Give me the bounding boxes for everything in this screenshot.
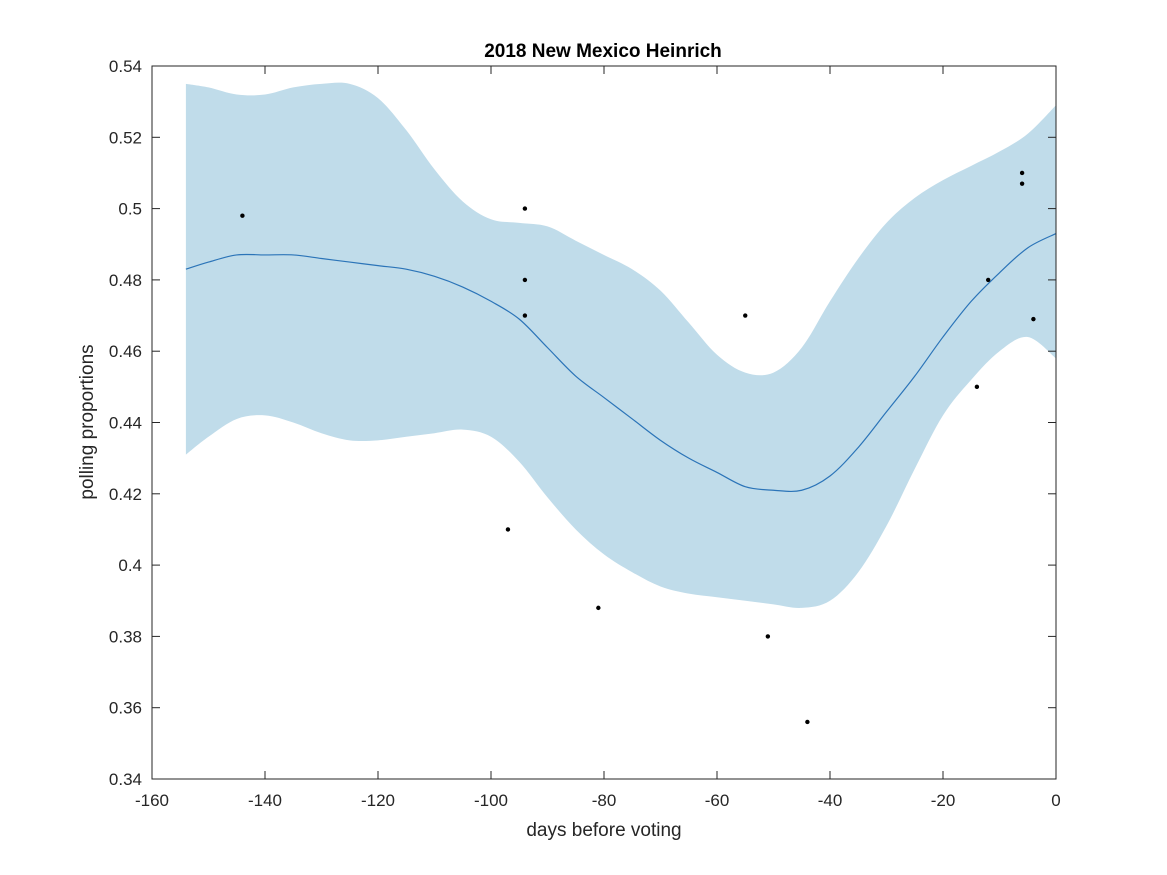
y-tick-label: 0.46 [109, 342, 142, 361]
y-axis: 0.34 0.36 0.38 0.4 0.42 0.44 0.46 0.48 0.5 0.52 0.… [109, 57, 1056, 789]
data-point [1031, 316, 1036, 322]
y-axis-label: polling proportions [77, 344, 98, 499]
y-tick-label: 0.5 [118, 200, 142, 219]
data-point [1019, 181, 1025, 186]
x-tick-label: -120 [361, 791, 395, 810]
data-point [522, 206, 528, 211]
data-point [765, 634, 771, 639]
x-tick-label: -160 [135, 791, 169, 810]
y-tick-label: 0.34 [109, 770, 142, 789]
plot-area [151, 65, 1057, 780]
x-tick-label: -100 [474, 791, 508, 810]
data-point [596, 605, 601, 611]
y-tick-label: 0.44 [109, 414, 142, 433]
data-point [805, 719, 810, 725]
mean-line [185, 233, 1057, 493]
y-tick-label: 0.42 [109, 485, 142, 504]
data-point [505, 527, 511, 532]
x-axis: -160 -140 -120 -100 -80 -60 -40 -20 0 [135, 66, 1061, 810]
y-tick-label: 0.52 [109, 128, 142, 147]
data-point [1019, 170, 1025, 176]
data-point [522, 313, 528, 318]
x-tick-label: -60 [705, 791, 730, 810]
x-axis-label: days before voting [526, 820, 681, 841]
data-point [974, 384, 980, 390]
x-tick-label: 0 [1051, 791, 1060, 810]
x-tick-label: -20 [931, 791, 956, 810]
confidence-band [185, 82, 1056, 608]
y-tick-label: 0.36 [109, 699, 142, 718]
data-point [986, 277, 991, 283]
data-point [743, 313, 748, 318]
x-tick-label: -80 [592, 791, 617, 810]
y-tick-label: 0.48 [109, 271, 142, 290]
y-tick-label: 0.54 [109, 57, 142, 76]
data-point [240, 213, 245, 218]
data-points [240, 170, 1036, 725]
y-tick-label: 0.38 [109, 627, 142, 646]
chart-title: 2018 New Mexico Heinrich [484, 41, 722, 62]
x-tick-label: -140 [248, 791, 282, 810]
data-point [522, 277, 528, 283]
y-tick-label: 0.4 [118, 556, 142, 575]
x-tick-label: -40 [818, 791, 843, 810]
